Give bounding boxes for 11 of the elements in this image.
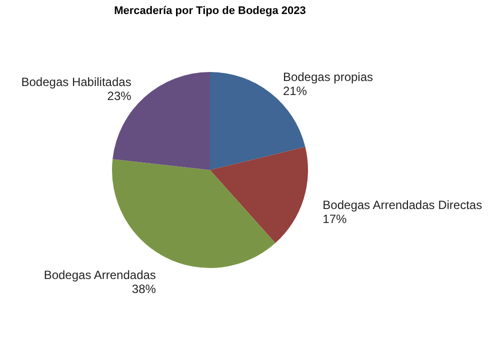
slice-label: Bodegas Arrendadas Directas: [322, 198, 482, 212]
chart-title: Mercadería por Tipo de Bodega 2023: [114, 5, 306, 17]
data-label: 21%: [282, 84, 308, 98]
slice-label: Bodegas propias: [282, 70, 374, 84]
data-label: 17%: [322, 212, 348, 226]
pie-slice: [210, 146, 308, 244]
slice-label: Bodegas Arrendadas: [44, 268, 156, 282]
pie-slice: [112, 159, 276, 268]
slice-label: Bodegas Habilitadas: [21, 75, 132, 90]
data-label: 38%: [132, 282, 156, 296]
data-label: 23%: [107, 89, 132, 104]
